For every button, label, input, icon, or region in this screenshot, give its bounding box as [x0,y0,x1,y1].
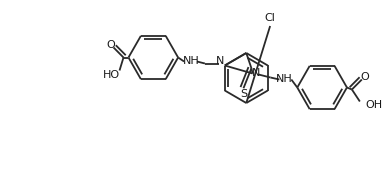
Text: HO: HO [103,69,120,80]
Text: O: O [106,40,115,50]
Text: N: N [216,57,224,66]
Text: NH: NH [183,57,199,66]
Text: OH: OH [366,100,383,111]
Text: Cl: Cl [265,13,276,23]
Text: S: S [240,89,247,99]
Text: NH: NH [276,74,293,84]
Text: O: O [360,72,369,82]
Text: N: N [252,68,260,79]
